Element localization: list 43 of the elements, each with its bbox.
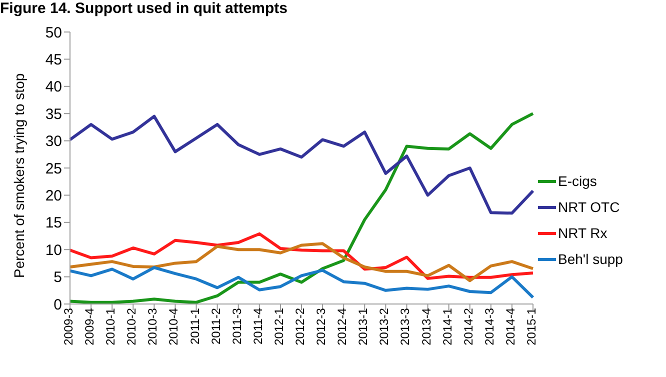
x-tick-label: 2014-3 <box>482 308 496 346</box>
y-tick-label: 10 <box>45 242 62 259</box>
x-tick-label: 2012-4 <box>335 308 350 346</box>
x-tick-label: 2013-4 <box>419 308 434 346</box>
x-tick-label: 2010-2 <box>124 308 139 346</box>
x-tick-label: 2014-2 <box>461 308 476 346</box>
y-tick-label: 20 <box>45 188 62 205</box>
x-tick-label: 2013-2 <box>377 308 392 346</box>
x-tick-label: 2011-2 <box>208 308 223 344</box>
line-series <box>68 114 534 215</box>
x-tick-label: 2012-3 <box>314 308 328 346</box>
x-tick-label: 2011-1 <box>188 308 202 344</box>
x-tick-label: 2013-3 <box>398 308 412 346</box>
y-tick-label: 30 <box>45 133 62 150</box>
x-tick-label: 2009-3 <box>62 308 76 346</box>
y-tick-label: 15 <box>45 214 62 232</box>
y-tick-label: 50 <box>45 24 62 42</box>
x-tick-label: 2010-4 <box>166 308 181 346</box>
legend-label: Beh'l supp <box>558 251 623 267</box>
y-tick-label: 35 <box>45 106 62 123</box>
y-tick-label: 40 <box>45 78 62 96</box>
x-tick-label: 2009-4 <box>82 308 97 346</box>
x-tick-label: 2012-1 <box>272 308 286 346</box>
y-axis-title: Percent of smokers trying to stop <box>10 73 27 278</box>
legend-label: NRT Rx <box>558 225 608 241</box>
x-tick-label: 2015-1 <box>524 308 539 346</box>
y-tick-label: 45 <box>45 52 62 69</box>
x-tick-label: 2012-2 <box>293 308 308 346</box>
x-tick-label: 2010-3 <box>146 308 160 346</box>
x-tick-label: 2011-3 <box>230 308 244 344</box>
x-tick-label: 2011-4 <box>250 308 265 344</box>
line-series <box>68 266 534 299</box>
y-tick-label: 5 <box>54 269 62 286</box>
chart-title: Figure 14. Support used in quit attempts <box>0 0 288 17</box>
legend-label: E-cigs <box>558 173 597 189</box>
line-series <box>68 242 534 282</box>
x-tick-label: 2014-1 <box>440 308 454 346</box>
x-tick-label: 2013-1 <box>356 308 370 346</box>
x-tick-label: 2010-1 <box>104 308 118 346</box>
x-tick-label: 2014-4 <box>503 308 518 346</box>
y-tick-label: 25 <box>45 160 62 178</box>
y-tick-label: 0 <box>54 296 62 314</box>
legend-label: NRT OTC <box>558 199 620 215</box>
